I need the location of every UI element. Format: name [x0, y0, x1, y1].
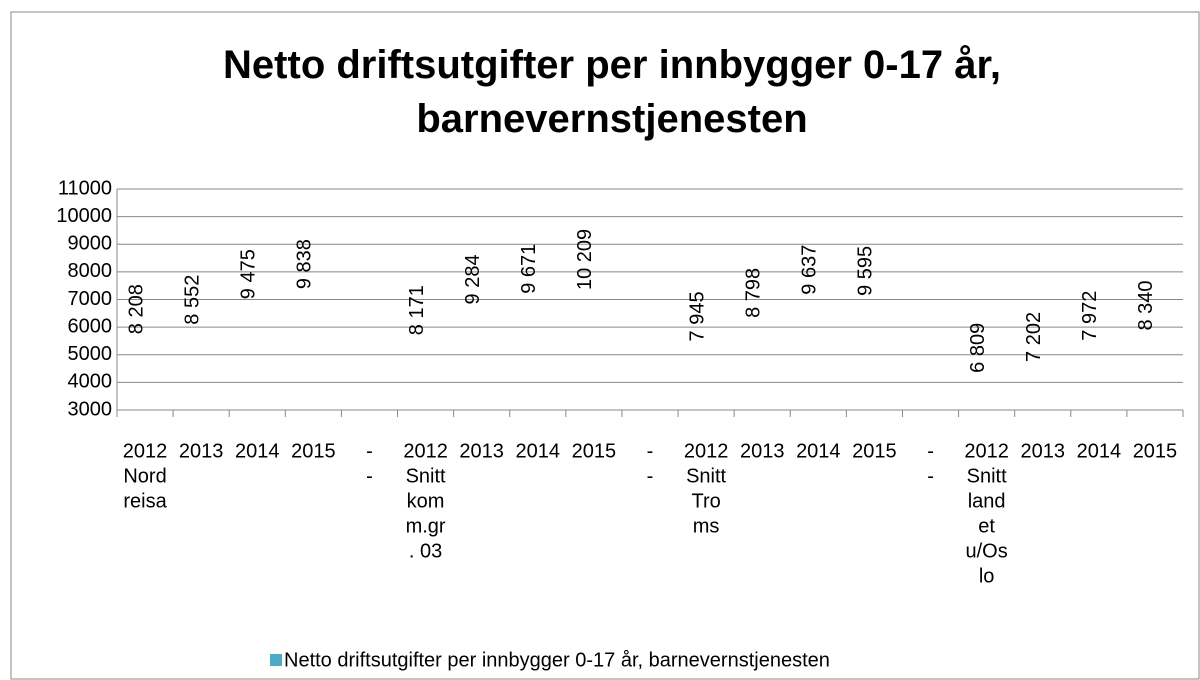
y-tick-label: 7000: [68, 288, 113, 310]
data-label: 8 208: [125, 284, 147, 334]
x-tick-label: 2012: [123, 440, 168, 462]
data-label: 6 809: [967, 323, 989, 373]
data-label: 9 671: [518, 244, 540, 294]
x-tick-label: 2012: [964, 440, 1009, 462]
legend-label: Netto driftsutgifter per innbygger 0-17 …: [284, 649, 830, 671]
x-tick-label: 2014: [1077, 440, 1122, 462]
x-tick-label: 2013: [740, 440, 785, 462]
data-label: 7 972: [1079, 291, 1101, 341]
x-tick-label: Snitt: [406, 465, 446, 487]
x-tick-label: Tro: [691, 490, 720, 512]
x-tick-label: -: [366, 465, 373, 487]
y-tick-label: 4000: [68, 371, 113, 393]
x-tick-label: -: [647, 465, 654, 487]
x-tick-label: -: [647, 440, 654, 462]
y-tick-label: 5000: [68, 343, 113, 365]
x-tick-label: ms: [693, 515, 720, 537]
x-tick-label: 2014: [235, 440, 280, 462]
data-label: 8 340: [1135, 280, 1157, 330]
data-label: 8 798: [742, 268, 764, 318]
x-tick-label: kom: [407, 490, 445, 512]
x-tick-label: 2015: [291, 440, 336, 462]
x-tick-label: 2013: [1020, 440, 1065, 462]
x-tick-label: 2012: [684, 440, 729, 462]
x-tick-label: 2013: [179, 440, 224, 462]
y-tick-label: 9000: [68, 233, 113, 255]
x-tick-label: 2015: [1133, 440, 1178, 462]
x-tick-label: lo: [979, 565, 995, 587]
y-tick-label: 10000: [56, 205, 112, 227]
y-tick-label: 3000: [68, 398, 113, 420]
chart-frame: [10, 11, 1200, 680]
x-tick-label: Snitt: [967, 465, 1007, 487]
data-label: 10 209: [574, 229, 596, 290]
data-label: 7 945: [686, 291, 708, 341]
x-tick-label: 2014: [516, 440, 561, 462]
x-tick-label: . 03: [409, 540, 442, 562]
x-tick-label: 2012: [403, 440, 448, 462]
data-label: 9 595: [855, 246, 877, 296]
y-tick-label: 6000: [68, 315, 113, 337]
x-tick-label: 2015: [572, 440, 617, 462]
data-label: 9 284: [462, 254, 484, 304]
x-tick-label: 2015: [852, 440, 897, 462]
x-tick-label: -: [366, 440, 373, 462]
x-tick-label: et: [978, 515, 995, 537]
x-tick-label: 2014: [796, 440, 841, 462]
data-label: 8 552: [181, 275, 203, 325]
x-tick-label: 2013: [459, 440, 504, 462]
x-tick-label: m.gr: [406, 515, 446, 537]
x-tick-label: Snitt: [686, 465, 726, 487]
x-tick-label: Nord: [123, 465, 166, 487]
y-tick-label: 8000: [68, 260, 113, 282]
x-tick-label: u/Os: [966, 540, 1008, 562]
x-tick-label: land: [968, 490, 1006, 512]
x-tick-label: -: [927, 465, 934, 487]
data-label: 9 838: [294, 239, 316, 289]
x-tick-label: -: [927, 440, 934, 462]
data-label: 7 202: [1023, 312, 1045, 362]
y-tick-label: 11000: [58, 177, 112, 199]
data-label: 9 637: [799, 245, 821, 295]
legend-swatch: [270, 654, 282, 666]
chart-title: Netto driftsutgifter per innbygger 0-17 …: [223, 43, 1001, 141]
data-label: 8 171: [406, 285, 428, 335]
data-label: 9 475: [238, 249, 260, 299]
x-tick-label: reisa: [123, 490, 167, 512]
